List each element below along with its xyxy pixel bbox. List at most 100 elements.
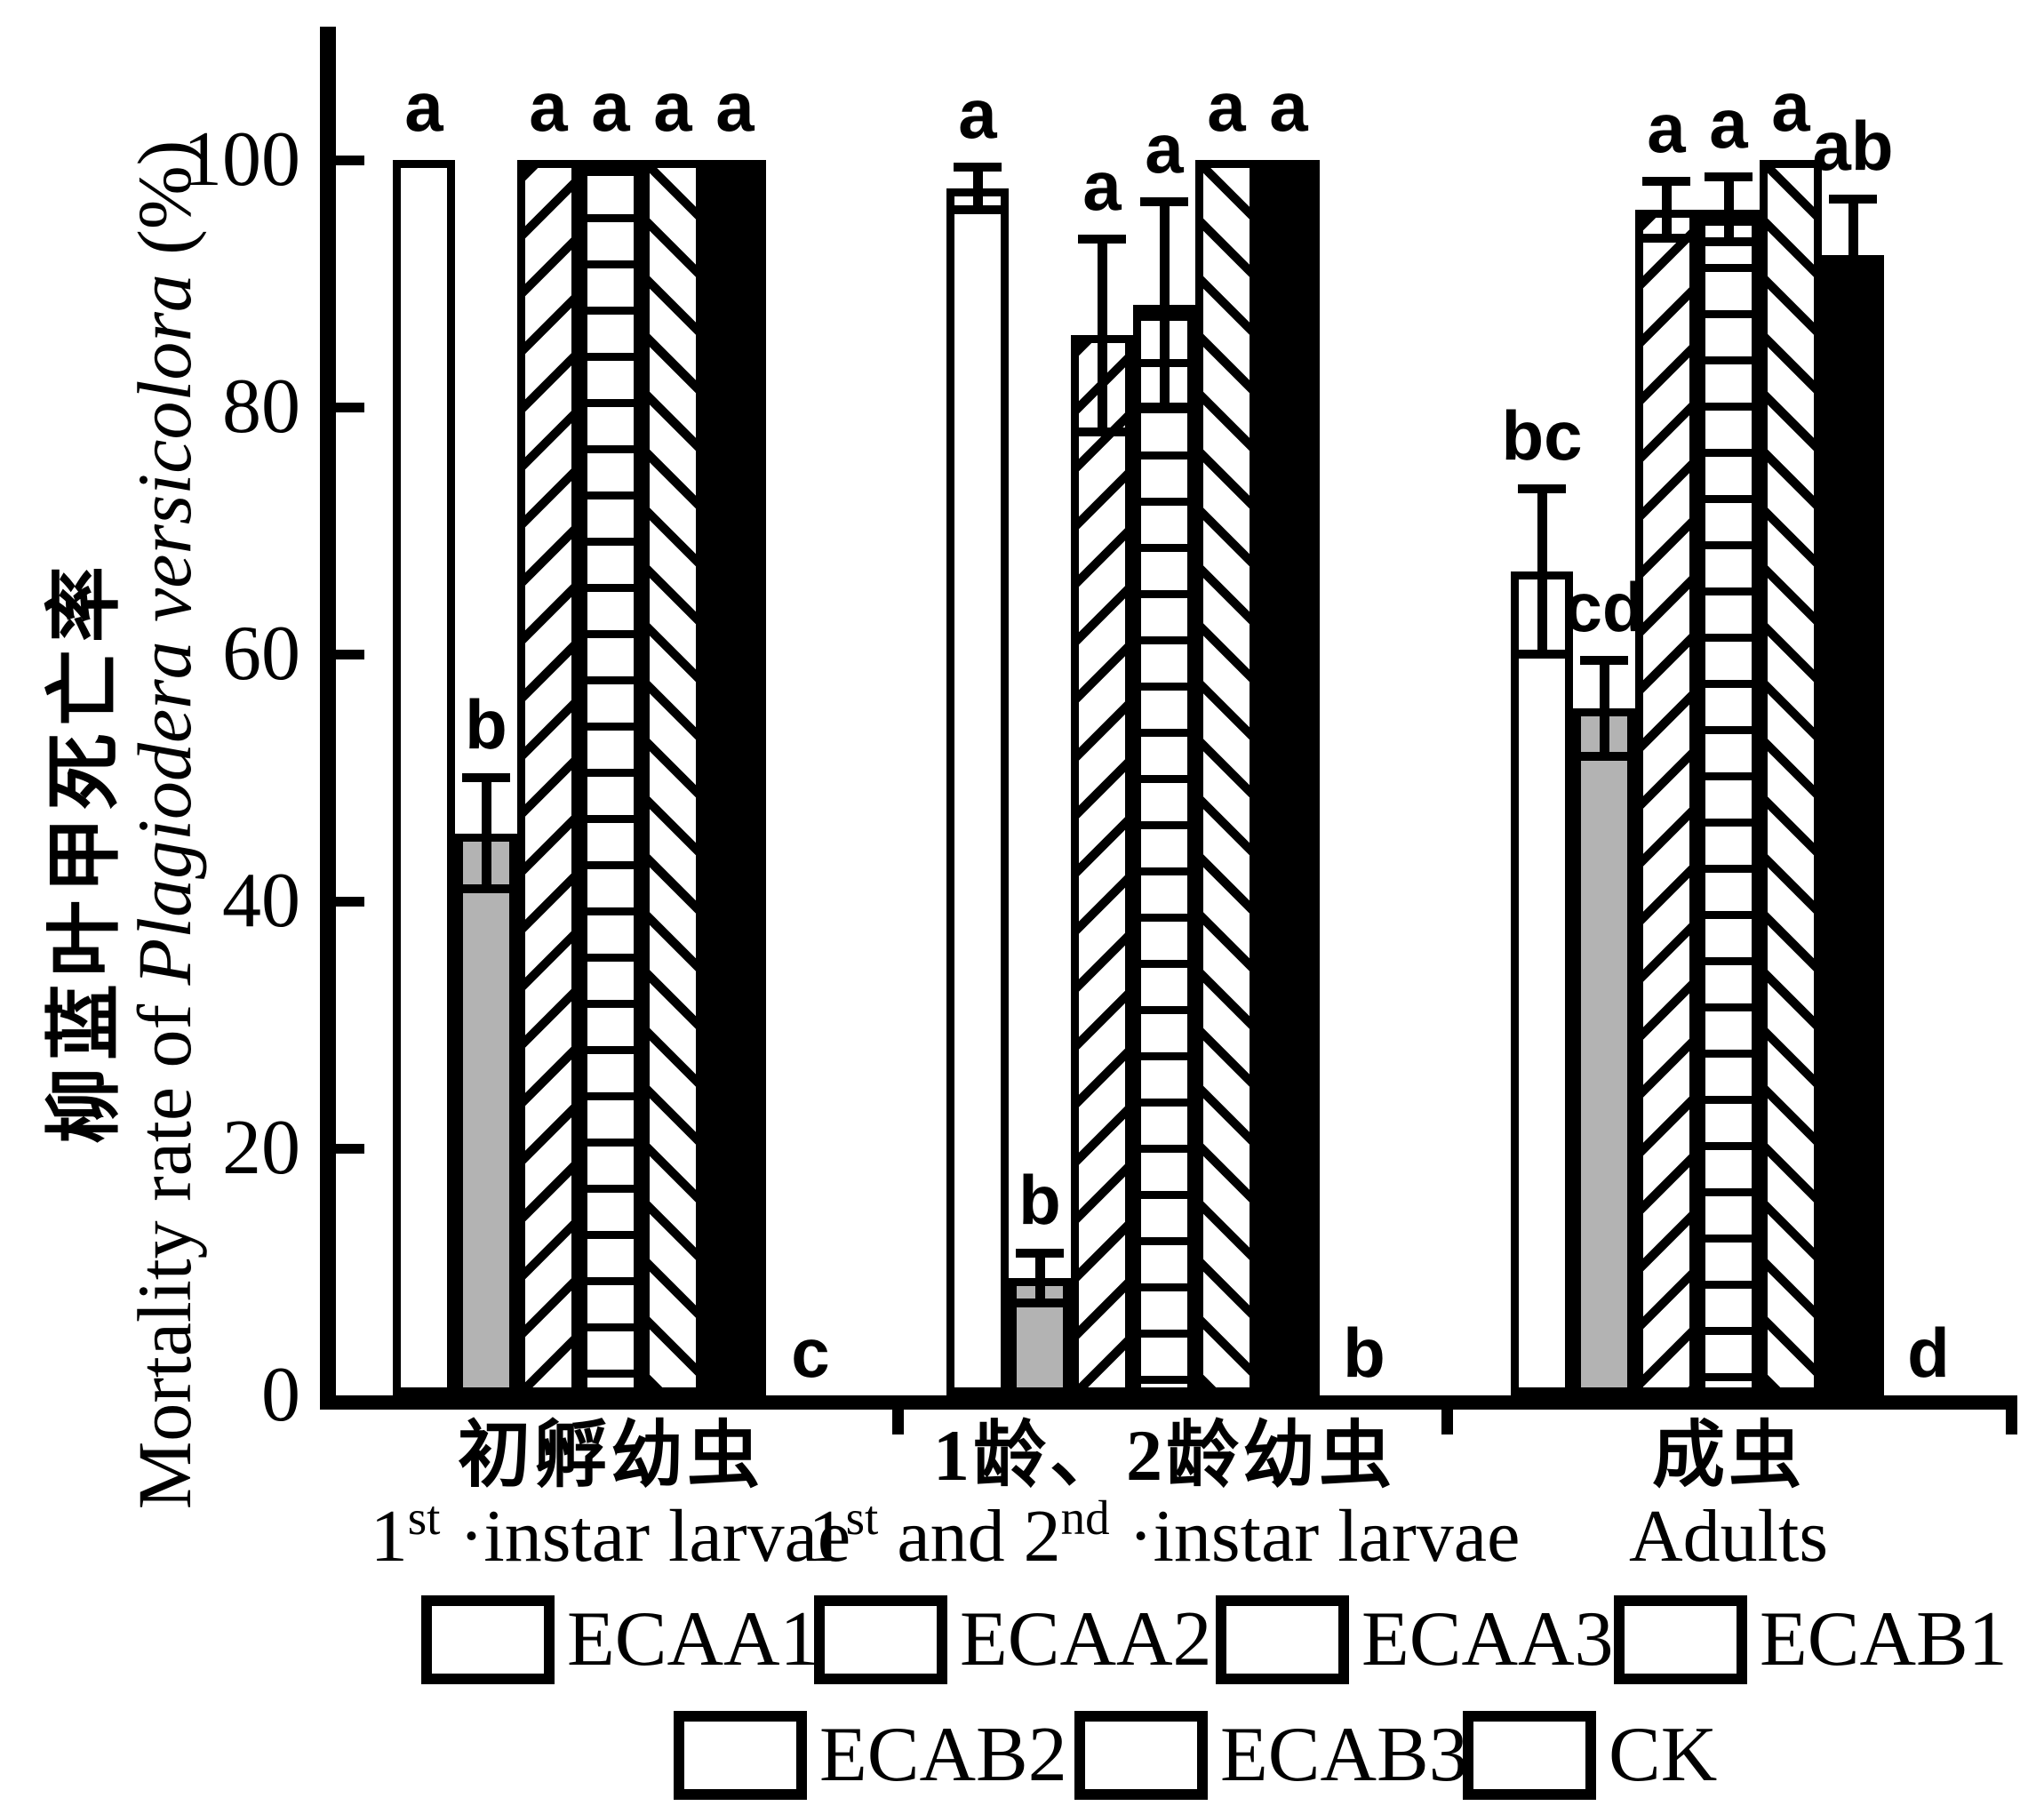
sig-letter-CK-group1: c <box>791 1314 830 1392</box>
group-label-3-en: Adults <box>1293 1496 2044 1578</box>
legend-label-ECAB2: ECAB2 <box>819 1712 1067 1798</box>
y-tick-label-100: 100 <box>183 116 300 203</box>
x-axis-group-separator-tick-2 <box>1441 1410 1453 1434</box>
y-tick-label-80: 80 <box>222 364 300 450</box>
legend-label-ECAA2: ECAA2 <box>960 1596 1212 1682</box>
sig-letter-ECAB1-group3: a <box>1709 84 1748 164</box>
error-bar-cap-top-ECAB1-group2 <box>1140 197 1188 207</box>
sig-letter-ECAA1-group2: a <box>958 75 997 154</box>
error-bar-ECAB1-group2 <box>1160 202 1170 407</box>
bar-ECAA2-group3 <box>1573 708 1635 1395</box>
y-tick-80 <box>336 403 364 412</box>
group-label-2-en: 1st and 2nd ·instar larvae <box>729 1490 1600 1586</box>
error-bar-cap-bottom-ECAA3-group3 <box>1642 233 1690 243</box>
error-bar-cap-top-ECAA1-group3 <box>1518 483 1566 493</box>
sig-letter-ECAB3-group3: ab <box>1812 107 1894 186</box>
bar-ECAA1-group3 <box>1511 571 1573 1395</box>
bar-ECAA2-group2 <box>1009 1277 1071 1395</box>
legend-label-ECAA1: ECAA1 <box>567 1596 819 1682</box>
legend-box-ECAB1 <box>1614 1595 1747 1684</box>
group-label-1-en: 1st ·instar larvae <box>175 1490 1046 1586</box>
group-label-1: 初孵幼虫 1st ·instar larvae <box>175 1409 1046 1586</box>
error-bar-cap-top-ECAA3-group2 <box>1078 234 1126 244</box>
error-bar-cap-top-ECAB1-group3 <box>1705 172 1753 182</box>
error-bar-ECAB3-group3 <box>1848 199 1858 311</box>
y-tick-60 <box>336 650 364 659</box>
sig-letter-ECAB1-group1: a <box>591 68 630 146</box>
error-bar-ECAA3-group3 <box>1662 180 1672 238</box>
group-label-1-zh: 初孵幼虫 <box>457 1415 763 1496</box>
legend-label-CK: CK <box>1609 1712 1718 1798</box>
y-tick-label-0: 0 <box>261 1352 300 1438</box>
legend-box-ECAB2 <box>674 1711 807 1800</box>
y-tick-label-40: 40 <box>222 858 300 944</box>
bar-ECAA1-group1 <box>393 160 455 1395</box>
x-axis-group-separator-tick-1 <box>892 1410 904 1434</box>
superscript: st <box>407 1490 441 1545</box>
y-tick-40 <box>336 897 364 907</box>
sig-letter-ECAB2-group1: a <box>653 68 692 146</box>
legend-box-ECAA2 <box>814 1595 947 1684</box>
bar-ECAA3-group2 <box>1071 335 1133 1395</box>
y-tick-label-60: 60 <box>222 611 300 697</box>
bar-ECAB1-group1 <box>579 160 642 1395</box>
sig-letter-ECAA2-group1: b <box>465 685 507 763</box>
x-axis-end-tick <box>2006 1410 2017 1434</box>
y-tick-label-20: 20 <box>222 1105 300 1191</box>
error-bar-ECAB1-group3 <box>1724 177 1734 242</box>
error-bar-cap-bottom-ECAB1-group3 <box>1705 236 1753 246</box>
bar-ECAA1-group2 <box>946 188 1009 1395</box>
group-label-3: 成虫 Adults <box>1293 1409 2044 1586</box>
sig-letter-ECAA3-group1: a <box>529 68 568 146</box>
group-label-3-zh: 成虫 <box>1651 1415 1805 1496</box>
sig-letter-ECAA1-group3: bc <box>1501 396 1583 475</box>
sig-letter-CK-group2: b <box>1343 1314 1385 1392</box>
bar-ECAB2-group3 <box>1760 160 1822 1395</box>
error-bar-cap-top-ECAA1-group2 <box>954 163 1002 172</box>
bar-ECAB3-group2 <box>1258 160 1320 1395</box>
sig-letter-ECAA3-group3: a <box>1647 88 1686 167</box>
bar-ECAB3-group1 <box>704 160 766 1395</box>
bar-ECAB3-group3 <box>1822 255 1884 1395</box>
error-bar-ECAA3-group2 <box>1098 238 1107 432</box>
bar-ECAA2-group1 <box>455 833 517 1395</box>
sig-letter-ECAB3-group1: a <box>715 68 755 146</box>
error-bar-ECAA2-group1 <box>482 778 491 890</box>
error-bar-cap-bottom-ECAA2-group1 <box>462 884 510 894</box>
label-text: and 2 <box>878 1495 1061 1578</box>
error-bar-ECAA1-group2 <box>973 167 983 210</box>
group-label-2-zh: 1龄、2龄幼虫 <box>932 1415 1395 1496</box>
error-bar-ECAA2-group3 <box>1600 659 1609 757</box>
error-bar-ECAA1-group3 <box>1537 488 1547 654</box>
error-bar-cap-bottom-ECAA1-group3 <box>1518 650 1566 659</box>
error-bar-cap-bottom-ECAA2-group3 <box>1580 752 1628 762</box>
legend-box-ECAA1 <box>421 1595 555 1684</box>
error-bar-cap-top-ECAA2-group1 <box>462 773 510 782</box>
sig-letter-ECAA2-group2: b <box>1018 1161 1061 1240</box>
error-bar-cap-top-ECAA2-group3 <box>1580 655 1628 665</box>
legend-box-ECAA3 <box>1216 1595 1349 1684</box>
sig-letter-ECAB3-group2: a <box>1269 68 1308 146</box>
error-bar-cap-top-ECAA3-group3 <box>1642 176 1690 186</box>
error-bar-cap-bottom-ECAA1-group2 <box>954 204 1002 214</box>
y-tick-100 <box>336 156 364 165</box>
label-text: ·instar larvae <box>440 1495 851 1578</box>
error-bar-cap-bottom-ECAB1-group2 <box>1140 403 1188 412</box>
bar-ECAB2-group2 <box>1195 160 1258 1395</box>
label-text: Adults <box>1628 1495 1829 1578</box>
x-axis-line <box>320 1395 2017 1410</box>
error-bar-ECAA2-group2 <box>1035 1253 1045 1303</box>
superscript: st <box>845 1490 879 1545</box>
error-bar-cap-bottom-ECAA3-group2 <box>1078 427 1126 436</box>
sig-letter-ECAA1-group1: a <box>404 68 443 146</box>
y-axis-spine <box>320 27 336 1410</box>
sig-letter-ECAB1-group2: a <box>1145 109 1184 188</box>
legend-label-ECAB1: ECAB1 <box>1760 1596 2008 1682</box>
sig-letter-ECAA3-group2: a <box>1082 146 1122 225</box>
bar-ECAA3-group1 <box>517 160 579 1395</box>
group-label-2: 1龄、2龄幼虫 1st and 2nd ·instar larvae <box>729 1409 1600 1586</box>
error-bar-cap-top-ECAA2-group2 <box>1016 1249 1064 1259</box>
sig-letter-CK-group3: d <box>1907 1314 1950 1392</box>
